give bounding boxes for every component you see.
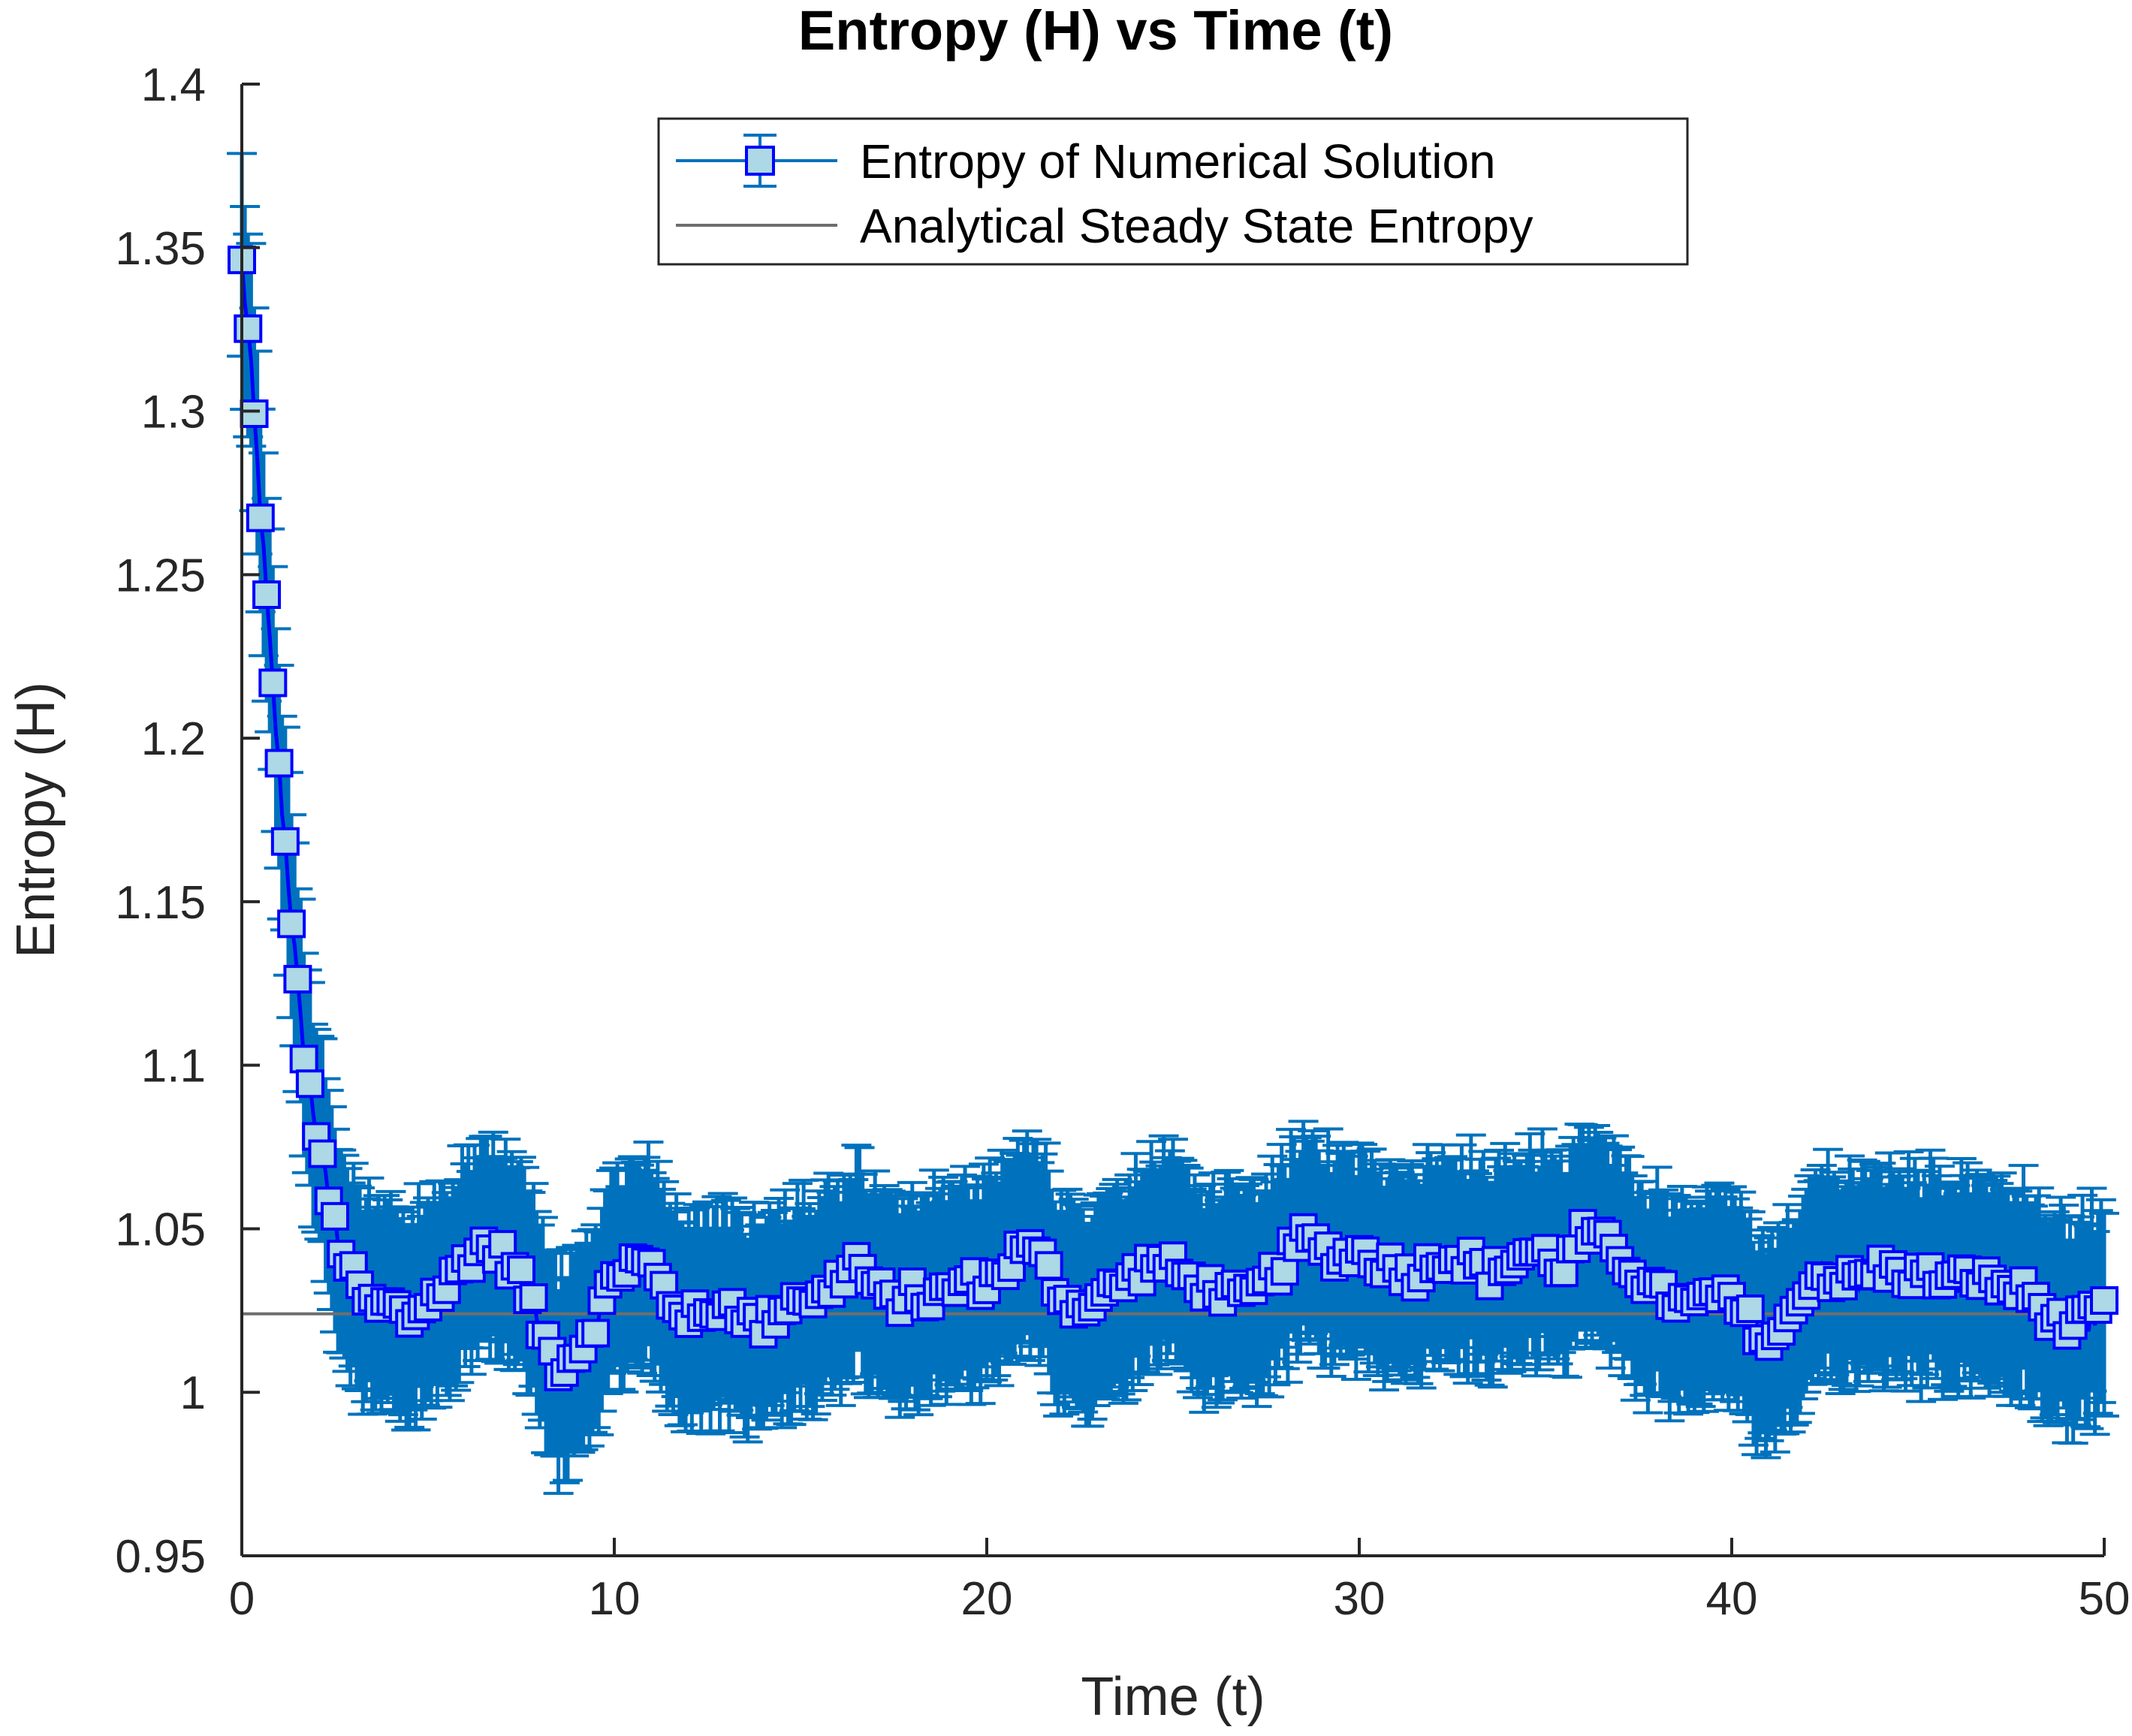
data-point-marker	[283, 965, 312, 994]
data-point-marker	[1270, 1257, 1299, 1286]
data-point-marker	[308, 1139, 337, 1168]
legend-box	[657, 117, 1689, 266]
legend-label-analytical: Analytical Steady State Entropy	[860, 199, 1533, 253]
y-tick-label: 1.15	[115, 877, 206, 929]
data-point-marker	[264, 749, 294, 778]
data-point-marker	[277, 909, 306, 939]
data-point-marker	[270, 827, 300, 856]
y-tick-label: 0.95	[115, 1531, 206, 1583]
data-point-marker	[519, 1283, 548, 1313]
data-point-marker	[1735, 1294, 1765, 1324]
x-tick-label: 0	[229, 1573, 255, 1625]
data-point-marker	[289, 1044, 318, 1074]
y-axis-label: Entropy (H)	[6, 682, 66, 958]
y-tick-label: 1.2	[141, 713, 206, 765]
legend-label-numerical: Entropy of Numerical Solution	[860, 134, 1496, 188]
x-tick-label: 30	[1334, 1573, 1386, 1625]
data-point-marker	[1034, 1251, 1063, 1280]
y-tick-label: 1.05	[115, 1204, 206, 1255]
x-tick-label: 10	[589, 1573, 641, 1625]
legend-marker	[745, 146, 775, 176]
y-tick-label: 1.3	[141, 387, 206, 439]
x-tick-label: 50	[2079, 1573, 2130, 1625]
data-point-marker	[295, 1069, 324, 1099]
x-axis-label: Time (t)	[1081, 1667, 1265, 1727]
data-point-marker	[1549, 1258, 1579, 1288]
data-point-marker	[246, 503, 275, 532]
data-point-marker	[581, 1319, 611, 1348]
data-point-marker	[258, 668, 288, 698]
y-tick-label: 1.1	[141, 1041, 206, 1093]
x-ticks: 0 10 20 30 40 50	[229, 1538, 2130, 1625]
data-point-marker	[321, 1201, 349, 1231]
data-point-marker	[2090, 1285, 2118, 1315]
marker-layer	[228, 246, 2118, 1391]
y-tick-label: 1.35	[115, 223, 206, 275]
chart-title: Entropy (H) vs Time (t)	[798, 0, 1393, 62]
data-point-marker	[234, 314, 263, 343]
legend: Entropy of Numerical Solution Analytical…	[657, 117, 1689, 266]
y-tick-label: 1.4	[141, 59, 206, 111]
y-tick-label: 1	[180, 1367, 206, 1419]
x-tick-label: 40	[1706, 1573, 1758, 1625]
data-point-marker	[507, 1255, 535, 1285]
data-point-marker	[252, 580, 282, 609]
data-point-marker	[240, 399, 269, 428]
y-ticks: 0.95 1 1.05 1.1 1.15 1.2 1.25 1.3 1.35 1.4	[115, 59, 260, 1583]
x-tick-label: 20	[961, 1573, 1013, 1625]
y-tick-label: 1.25	[115, 550, 206, 601]
